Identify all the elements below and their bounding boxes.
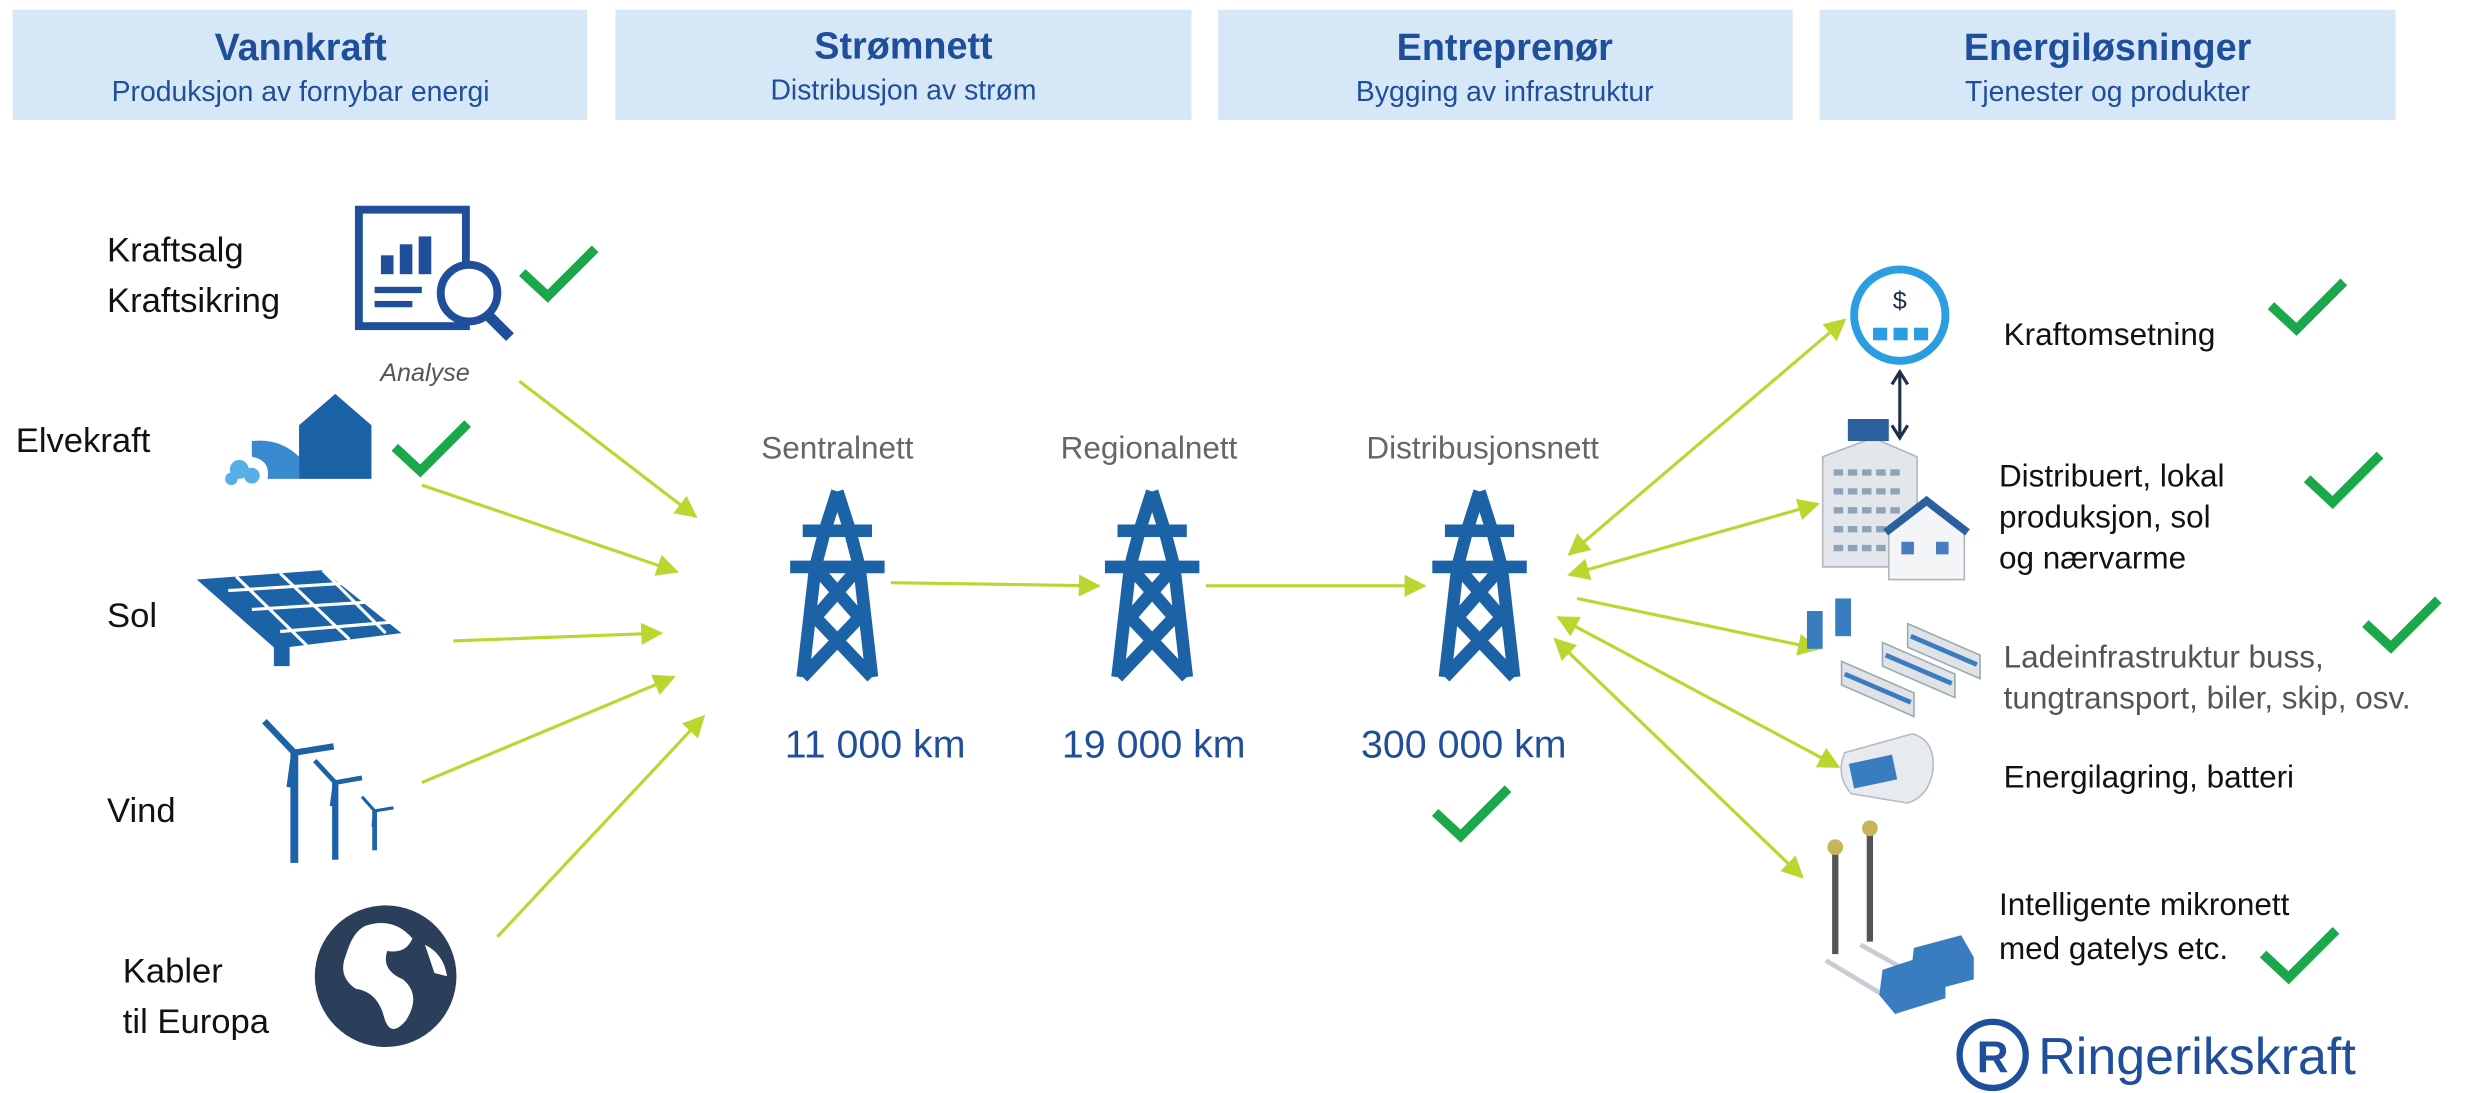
solar-icon — [196, 568, 402, 667]
source-label: Elvekraft — [16, 422, 151, 460]
header-box — [12, 9, 588, 120]
grid-length: 300 000 km — [1361, 722, 1567, 766]
checkmark — [2267, 934, 2333, 978]
header-subtitle: Bygging av infrastruktur — [1356, 76, 1654, 108]
arrow — [1567, 318, 1847, 556]
source-label: til Europa — [123, 1003, 270, 1041]
header-title: Energiløsninger — [1964, 27, 2252, 69]
battery-icon — [1840, 732, 1935, 804]
arrow — [421, 483, 679, 576]
arrow — [421, 674, 676, 785]
icon-caption: Analyse — [378, 359, 470, 387]
solution-label: produksjon, sol — [1999, 500, 2211, 535]
analyse-icon — [354, 205, 514, 342]
microgrid-icon — [1824, 820, 1974, 1014]
header: Vannkraft Produksjon av fornybar energi … — [12, 9, 2396, 120]
building-icon — [1821, 419, 1970, 581]
logo: R Ringerikskraft — [1956, 1018, 2356, 1092]
grid-name: Distribusjonsnett — [1366, 430, 1599, 465]
arrow — [518, 379, 698, 518]
grid: Sentralnett Regionalnett Distribusjonsne… — [761, 430, 1599, 766]
header-title: Vannkraft — [215, 27, 388, 69]
source-label: Sol — [107, 597, 157, 635]
hydro-icon — [225, 393, 372, 486]
solution-label: Ladeinfrastruktur buss, — [2004, 640, 2324, 675]
header-subtitle: Produksjon av fornybar energi — [112, 76, 490, 108]
source-label: Vind — [107, 792, 176, 830]
source-label: Kraftsalg — [107, 232, 244, 270]
arrow — [1553, 637, 1804, 879]
arrow — [890, 574, 1101, 597]
sources: Kraftsalg Kraftsikring Elvekraft Sol Vin… — [16, 205, 514, 1048]
checkmark — [2311, 458, 2377, 502]
arrow — [1556, 615, 1841, 769]
header-subtitle: Tjenester og produkter — [1965, 76, 2250, 108]
checkmark — [2274, 285, 2340, 329]
tower-icon — [1105, 491, 1199, 677]
source-label: Kraftsikring — [107, 282, 280, 320]
grid-length: 11 000 km — [785, 722, 966, 766]
arrow — [496, 714, 706, 938]
checkmark — [1439, 792, 1505, 836]
solution-label: Intelligente mikronett — [1999, 887, 2290, 922]
solution-label: Distribuert, lokal — [1999, 459, 2225, 494]
header-subtitle: Distribusjon av strøm — [770, 74, 1036, 106]
solution-label: med gatelys etc. — [1999, 931, 2228, 966]
arrow — [1567, 498, 1821, 580]
globe-icon — [314, 905, 457, 1048]
arrow — [1576, 596, 1821, 656]
bus-icon — [1806, 598, 1981, 718]
svg-text:$: $ — [1893, 287, 1907, 315]
checkmark — [2369, 603, 2435, 647]
solution-label: og nærvarme — [1999, 541, 2186, 576]
source-label: Kabler — [123, 952, 223, 990]
header-box — [1819, 9, 2396, 120]
grid-name: Regionalnett — [1061, 430, 1238, 465]
grid-name: Sentralnett — [761, 430, 913, 465]
trade-icon: $ — [1850, 265, 1950, 441]
solution-label: Kraftomsetning — [2004, 317, 2216, 352]
header-box — [615, 9, 1192, 120]
checkmarks — [398, 252, 2435, 978]
tower-icon — [790, 491, 884, 677]
checkmark — [398, 427, 464, 471]
solution-label: Energilagring, batteri — [2004, 759, 2294, 794]
header-box — [1218, 9, 1793, 120]
tower-icon — [1432, 491, 1526, 677]
solution-label: tungtransport, biler, skip, osv. — [2004, 681, 2411, 716]
header-title: Entreprenør — [1397, 27, 1613, 69]
grid-length: 19 000 km — [1062, 722, 1246, 766]
svg-text:R: R — [1977, 1033, 2009, 1082]
checkmark — [526, 252, 592, 296]
wind-icon — [262, 719, 394, 863]
header-title: Strømnett — [814, 26, 993, 68]
logo-text: Ringerikskraft — [2038, 1028, 2356, 1086]
arrows — [421, 318, 1847, 938]
arrow — [453, 622, 664, 645]
solutions: $ Kraftomsetning Distribuert, lokal prod… — [1806, 265, 2411, 1014]
